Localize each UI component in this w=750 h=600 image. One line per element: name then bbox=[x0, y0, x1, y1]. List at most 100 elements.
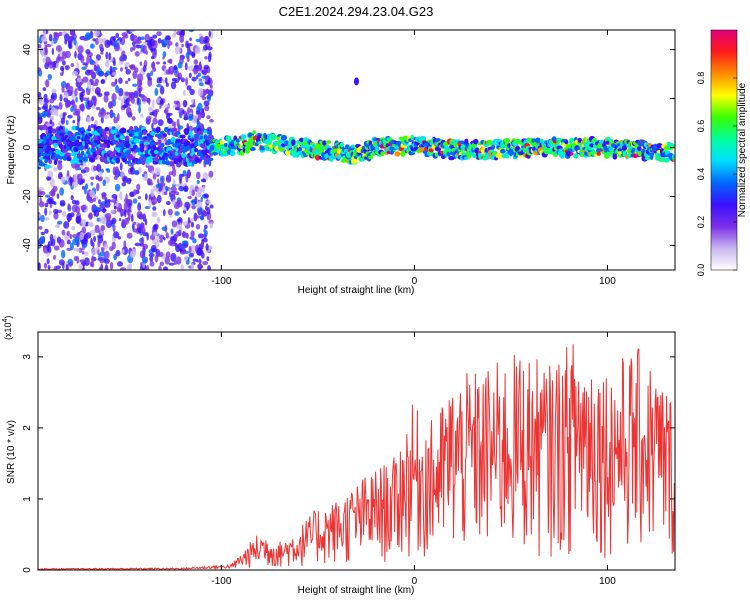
heatmap-cell bbox=[94, 65, 99, 70]
heatmap-cell bbox=[157, 178, 160, 185]
heatmap-cell bbox=[76, 78, 82, 83]
snr-y-multiplier: (x104) bbox=[2, 316, 13, 340]
heatmap-cell bbox=[564, 140, 569, 145]
heatmap-cell bbox=[84, 32, 92, 41]
heatmap-cell bbox=[156, 194, 162, 204]
heatmap-cell bbox=[219, 139, 224, 146]
heatmap-cell bbox=[156, 83, 162, 88]
heatmap-cell bbox=[63, 221, 70, 229]
heatmap-cell bbox=[201, 96, 207, 101]
spectrogram-frame bbox=[37, 29, 676, 271]
colorbar-tick-label: 0.8 bbox=[696, 72, 706, 85]
heatmap-cell bbox=[98, 199, 101, 205]
heatmap-cell bbox=[155, 126, 161, 133]
heatmap-cell bbox=[43, 93, 48, 101]
heatmap-cell bbox=[202, 260, 209, 266]
heatmap-cell bbox=[187, 195, 192, 200]
heatmap-cell bbox=[118, 77, 123, 84]
heatmap-cell bbox=[85, 49, 91, 55]
heatmap-cell bbox=[109, 36, 115, 45]
snr-y-axis: 0 1 2 3 bbox=[22, 354, 675, 573]
heatmap-cell bbox=[208, 134, 214, 140]
heatmap-cell bbox=[170, 252, 177, 262]
heatmap-cell bbox=[101, 207, 106, 214]
heatmap-cell bbox=[111, 112, 116, 118]
heatmap-cell bbox=[57, 174, 62, 180]
heatmap-cell bbox=[94, 87, 100, 93]
heatmap-cell bbox=[637, 146, 642, 152]
heatmap-cell bbox=[65, 83, 69, 90]
heatmap-cell bbox=[350, 144, 355, 149]
heatmap-cell bbox=[125, 193, 128, 203]
heatmap-cell bbox=[71, 204, 78, 213]
heatmap-cell bbox=[181, 240, 189, 245]
heatmap-cell bbox=[117, 112, 120, 122]
heatmap-cell bbox=[136, 159, 143, 165]
heatmap-cell bbox=[156, 234, 160, 243]
heatmap-cell bbox=[203, 64, 210, 70]
heatmap-cell bbox=[44, 194, 51, 198]
heatmap-cell bbox=[129, 191, 135, 197]
heatmap-cell bbox=[180, 264, 185, 270]
heatmap-cell bbox=[97, 171, 103, 176]
heatmap-cell bbox=[191, 205, 196, 210]
heatmap-cell bbox=[111, 126, 116, 130]
heatmap-cell bbox=[140, 226, 146, 235]
heatmap-cell bbox=[123, 209, 127, 218]
heatmap-cell bbox=[137, 202, 142, 211]
heatmap-cell bbox=[126, 209, 130, 216]
heatmap-cell bbox=[186, 161, 192, 167]
heatmap-cell bbox=[257, 141, 262, 145]
heatmap-cell bbox=[179, 134, 186, 139]
heatmap-cell bbox=[131, 162, 134, 169]
heatmap-cell bbox=[71, 181, 79, 188]
heatmap-cell bbox=[188, 130, 193, 136]
heatmap-cell bbox=[66, 156, 72, 162]
heatmap-cell bbox=[139, 143, 145, 150]
heatmap-cell bbox=[174, 46, 181, 55]
heatmap-cell bbox=[197, 72, 202, 77]
heatmap-cell bbox=[204, 224, 208, 230]
heatmap-cell bbox=[78, 247, 83, 253]
heatmap-cell bbox=[60, 249, 66, 259]
heatmap-cell bbox=[188, 72, 192, 79]
heatmap-cell bbox=[159, 105, 162, 109]
heatmap-cell bbox=[166, 117, 173, 124]
heatmap-cell bbox=[203, 89, 210, 95]
heatmap-cell bbox=[197, 233, 204, 239]
heatmap-cell bbox=[185, 205, 189, 212]
heatmap-cell bbox=[177, 61, 183, 69]
heatmap-cell bbox=[162, 51, 167, 58]
heatmap-cell bbox=[88, 212, 93, 220]
heatmap-cell bbox=[138, 132, 144, 136]
heatmap-cell bbox=[165, 174, 172, 183]
heatmap-cell bbox=[47, 110, 50, 117]
heatmap-cell bbox=[134, 242, 141, 247]
heatmap-cell bbox=[269, 133, 277, 140]
heatmap-cell bbox=[90, 181, 94, 186]
heatmap-cell bbox=[121, 182, 126, 187]
heatmap-cell bbox=[129, 94, 133, 102]
heatmap-cell bbox=[130, 213, 134, 223]
heatmap-cell bbox=[198, 82, 204, 87]
heatmap-cell bbox=[90, 176, 95, 180]
heatmap-cell bbox=[644, 156, 650, 161]
heatmap-cell bbox=[156, 216, 161, 224]
heatmap-cell bbox=[162, 56, 165, 60]
heatmap-cell bbox=[194, 196, 198, 205]
heatmap-cell bbox=[58, 101, 63, 110]
heatmap-cell bbox=[86, 116, 92, 123]
heatmap-cell bbox=[119, 56, 126, 62]
heatmap-cell bbox=[109, 65, 113, 75]
heatmap-cell bbox=[44, 207, 48, 216]
heatmap-cell bbox=[204, 80, 211, 85]
heatmap-cell bbox=[161, 226, 167, 231]
heatmap-cell bbox=[154, 254, 159, 263]
heatmap-cell bbox=[51, 128, 57, 134]
heatmap-cell bbox=[69, 233, 73, 240]
heatmap-cell bbox=[39, 162, 46, 167]
heatmap-cell bbox=[120, 67, 123, 72]
heatmap-cell bbox=[38, 125, 43, 130]
heatmap-cell bbox=[44, 202, 49, 208]
heatmap-cell bbox=[569, 152, 574, 156]
